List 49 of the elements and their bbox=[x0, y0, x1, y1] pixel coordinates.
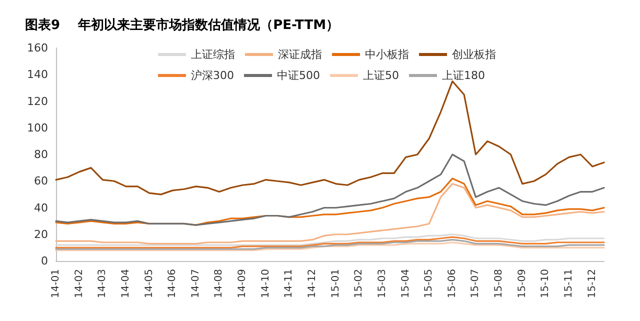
x-tick-label: 15-09 bbox=[516, 269, 528, 298]
legend-label: 上证50 bbox=[362, 69, 399, 82]
x-tick-label: 15-11 bbox=[564, 269, 575, 298]
legend-label: 创业板指 bbox=[452, 48, 496, 61]
y-tick-label: 100 bbox=[27, 121, 48, 134]
y-tick-label: 80 bbox=[34, 148, 48, 161]
x-tick-label: 14-09 bbox=[237, 269, 248, 298]
line-series bbox=[55, 154, 605, 226]
line-series bbox=[55, 234, 605, 246]
legend-label: 沪深300 bbox=[191, 69, 234, 82]
x-tick-label: 15-06 bbox=[446, 269, 458, 298]
legend-label: 上证综指 bbox=[191, 48, 235, 61]
y-tick-label: 40 bbox=[34, 201, 48, 214]
x-tick-label: 15-08 bbox=[494, 269, 505, 298]
line-series bbox=[55, 182, 605, 244]
chart-title: 图表9 年初以来主要市场指数估值情况（PE-TTM） bbox=[25, 17, 340, 33]
y-tick-label: 20 bbox=[34, 228, 48, 241]
legend-label: 深证成指 bbox=[278, 48, 322, 61]
x-tick-label: 15-05 bbox=[424, 269, 435, 298]
x-tick-label: 15-12 bbox=[586, 269, 598, 298]
x-tick-label: 14-06 bbox=[167, 269, 178, 298]
x-tick-label: 14-08 bbox=[214, 269, 225, 298]
x-tick-label: 14-03 bbox=[97, 269, 108, 298]
x-tick-label: 14-07 bbox=[190, 269, 202, 298]
x-tick-label: 15-07 bbox=[470, 269, 482, 298]
y-tick-label: 0 bbox=[41, 254, 48, 268]
y-tick-label: 140 bbox=[27, 68, 48, 82]
x-tick-label: 15-10 bbox=[540, 269, 552, 298]
x-tick-label: 14-05 bbox=[144, 269, 155, 298]
x-tick-label: 14-10 bbox=[260, 269, 272, 298]
legend-label: 上证180 bbox=[442, 69, 485, 82]
x-tick-label: 14-12 bbox=[307, 269, 318, 298]
legend-label: 中证500 bbox=[276, 69, 320, 82]
line-series bbox=[55, 236, 605, 248]
x-tick-label: 14-04 bbox=[120, 269, 132, 298]
line-series bbox=[55, 242, 605, 252]
x-tick-label: 15-04 bbox=[400, 269, 412, 298]
line-series bbox=[55, 238, 605, 250]
line-series bbox=[55, 80, 605, 196]
x-tick-label: 15-01 bbox=[330, 269, 342, 298]
y-tick-label: 160 bbox=[27, 42, 48, 54]
y-tick-label: 120 bbox=[27, 94, 48, 108]
x-tick-label: 14-11 bbox=[284, 269, 295, 298]
x-tick-label: 14-01 bbox=[50, 269, 62, 298]
x-tick-label: 15-02 bbox=[354, 269, 365, 298]
y-tick-label: 60 bbox=[34, 174, 48, 188]
x-tick-label: 15-03 bbox=[376, 269, 388, 298]
x-tick-label: 14-02 bbox=[74, 269, 85, 298]
legend-label: 中小板指 bbox=[365, 48, 409, 61]
